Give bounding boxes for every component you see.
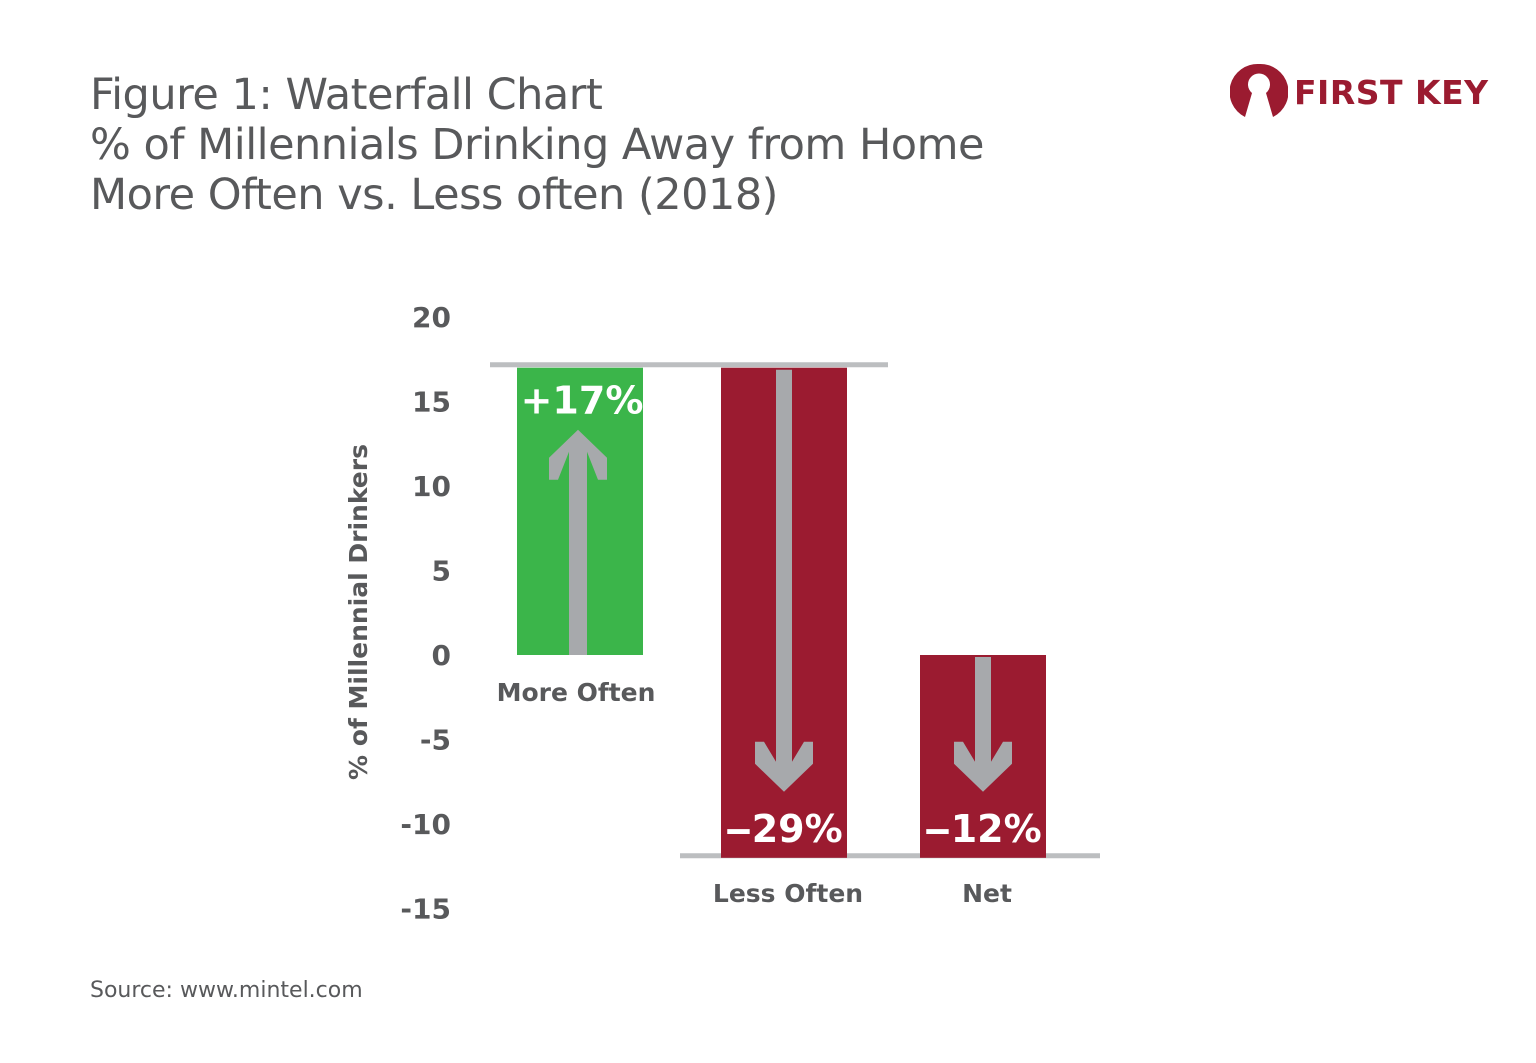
- x-category-label: Net: [962, 879, 1012, 908]
- source-note: Source: www.mintel.com: [90, 978, 363, 1003]
- bar-value-label: ‒29%: [725, 807, 842, 851]
- y-tick-label: 20: [412, 301, 451, 334]
- y-tick-label: 10: [412, 470, 451, 503]
- title-line-1: Figure 1: Waterfall Chart: [90, 70, 603, 120]
- chart-title: Figure 1: Waterfall Chart % of Millennia…: [90, 70, 984, 220]
- down-arrow-icon: [755, 369, 813, 792]
- first-key-logo: FIRST KEY: [1230, 63, 1489, 121]
- y-tick-label: 5: [432, 555, 451, 588]
- y-tick-label: 15: [412, 386, 451, 419]
- x-category-label: More Often: [497, 678, 656, 707]
- bar-value-label: ‒12%: [924, 807, 1041, 851]
- y-tick-label: -15: [400, 893, 451, 926]
- y-tick-label: 0: [432, 639, 451, 672]
- title-line-3: More Often vs. Less often (2018): [90, 170, 778, 220]
- keyhole-logo-icon: [1230, 63, 1288, 117]
- up-arrow-icon: [549, 429, 607, 655]
- y-axis-label: % of Millennial Drinkers: [344, 444, 373, 780]
- y-tick-label: -5: [420, 724, 451, 757]
- bar-value-label: +17%: [521, 379, 644, 423]
- title-line-2: % of Millennials Drinking Away from Home: [90, 120, 984, 170]
- x-category-label: Less Often: [713, 879, 863, 908]
- down-arrow-icon: [954, 657, 1012, 792]
- logo-text: FIRST KEY: [1294, 72, 1489, 112]
- y-tick-label: -10: [400, 808, 451, 841]
